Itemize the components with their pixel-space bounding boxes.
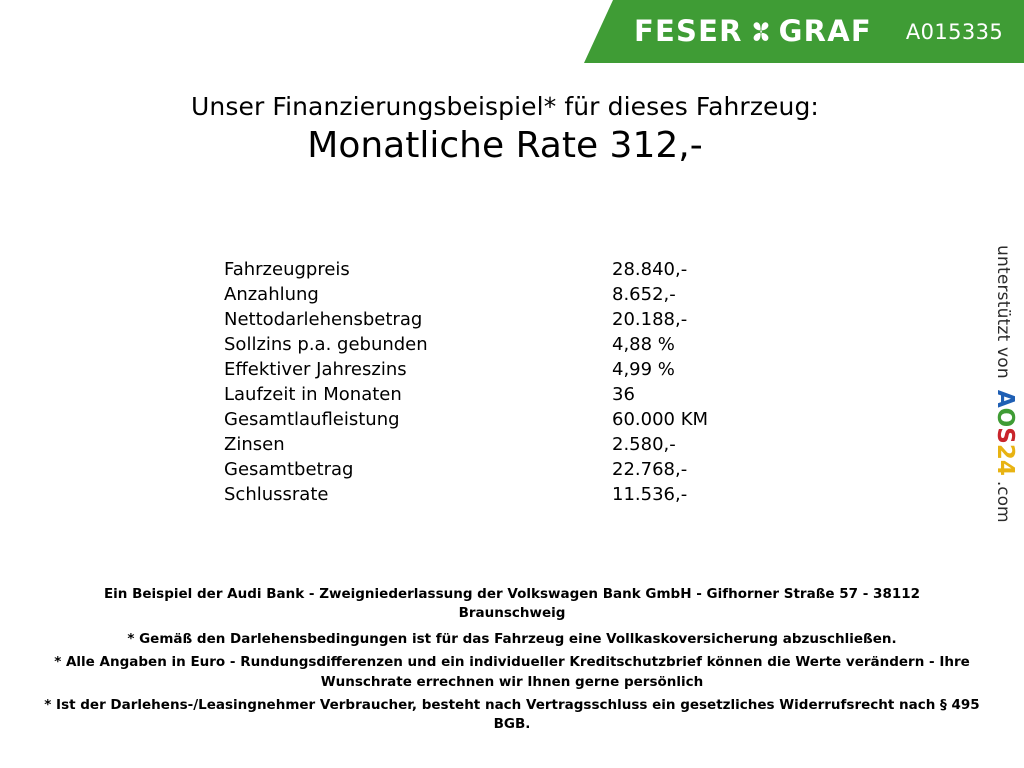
table-row: Gesamtbetrag 22.768,- [224, 457, 784, 482]
table-row: Schlussrate 11.536,- [224, 482, 784, 507]
brand-row: FESER GRAF A015335 [584, 0, 1024, 63]
footer-note-2: * Alle Angaben in Euro - Rundungsdiffere… [54, 654, 970, 690]
row-value: 36 [612, 384, 635, 405]
row-label: Zinsen [224, 434, 285, 455]
footer-note-1: * Gemäß den Darlehensbedingungen ist für… [127, 631, 897, 648]
finance-table: Fahrzeugpreis 28.840,- Anzahlung 8.652,-… [224, 257, 784, 507]
row-label: Sollzins p.a. gebunden [224, 334, 428, 355]
aos-letter-a: A [992, 389, 1018, 408]
row-value: 4,99 % [612, 359, 675, 380]
row-label: Gesamtbetrag [224, 459, 354, 480]
row-label: Laufzeit in Monaten [224, 384, 402, 405]
table-row: Gesamtlaufleistung 60.000 KM [224, 407, 784, 432]
aos-letter-4: 4 [992, 459, 1018, 476]
monthly-rate-title: Monatliche Rate 312,- [307, 124, 703, 166]
four-leaf-clover-icon [748, 19, 774, 45]
row-label: Anzahlung [224, 284, 319, 305]
table-row: Anzahlung 8.652,- [224, 282, 784, 307]
row-value: 11.536,- [612, 484, 688, 505]
table-row: Fahrzeugpreis 28.840,- [224, 257, 784, 282]
row-value: 28.840,- [612, 259, 688, 280]
aos-letter-2: 2 [992, 443, 1018, 460]
row-label: Effektiver Jahreszins [224, 359, 407, 380]
page-title: Unser Finanzierungsbeispiel* für dieses … [191, 92, 819, 121]
row-value: 8.652,- [612, 284, 676, 305]
table-row: Laufzeit in Monaten 36 [224, 382, 784, 407]
row-value: 2.580,- [612, 434, 676, 455]
table-row: Sollzins p.a. gebunden 4,88 % [224, 332, 784, 357]
header-banner: FESER GRAF A015335 [0, 0, 1024, 63]
table-row: Nettodarlehensbetrag 20.188,- [224, 307, 784, 332]
sponsor-vertical-strip: unterstützt von AOS24 .com [988, 245, 1024, 535]
table-row: Effektiver Jahreszins 4,99 % [224, 357, 784, 382]
footer-note-3: * Ist der Darlehens-/Leasingnehmer Verbr… [44, 696, 980, 732]
row-value: 20.188,- [612, 309, 688, 330]
sponsor-inner: unterstützt von AOS24 .com [992, 245, 1018, 523]
row-label: Fahrzeugpreis [224, 259, 350, 280]
aos-letter-o: O [992, 407, 1018, 428]
aos-letter-s: S [992, 427, 1018, 444]
row-label: Gesamtlaufleistung [224, 409, 400, 430]
footer-notes: Ein Beispiel der Audi Bank - Zweignieder… [0, 585, 1024, 734]
title-block: Unser Finanzierungsbeispiel* für dieses … [0, 92, 1010, 167]
row-value: 22.768,- [612, 459, 688, 480]
row-label: Schlussrate [224, 484, 329, 505]
brand-name-graf: GRAF [778, 14, 872, 48]
row-value: 4,88 % [612, 334, 675, 355]
brand-name-feser: FESER [634, 14, 743, 48]
aos24-logo[interactable]: AOS24 [992, 390, 1018, 476]
table-row: Zinsen 2.580,- [224, 432, 784, 457]
row-value: 60.000 KM [612, 409, 709, 430]
reference-number: A015335 [905, 19, 1004, 44]
footer-bank-line: Ein Beispiel der Audi Bank - Zweignieder… [103, 586, 921, 622]
banner-green-shape [584, 0, 1024, 63]
sponsor-label: unterstützt von [993, 245, 1013, 379]
aos-domain-suffix: .com [993, 480, 1013, 523]
row-label: Nettodarlehensbetrag [224, 309, 423, 330]
